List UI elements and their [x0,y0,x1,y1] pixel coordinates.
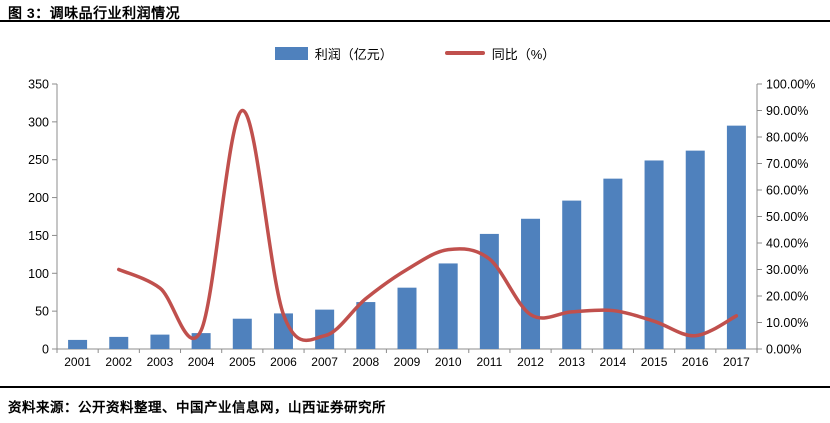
right-axis-tick-label: 30.00% [766,263,808,277]
profit-bar-2015 [644,160,664,349]
x-axis-category-label: 2008 [352,355,379,369]
x-axis-category-label: 2015 [641,355,668,369]
x-axis-category-label: 2014 [600,355,627,369]
left-axis-tick-label: 300 [28,115,49,129]
right-axis-tick-label: 60.00% [766,184,808,198]
x-axis-category-label: 2001 [64,355,91,369]
profit-bar-2013 [562,200,582,349]
profit-bar-2017 [726,125,746,349]
x-axis-category-label: 2011 [476,355,502,369]
chart: 350 300 250 200 150 100 50 0 100.00% 90.00% 80.00%… [0,26,830,386]
left-axis-tick-label: 200 [28,191,49,205]
right-axis-tick-label: 40.00% [766,237,808,251]
profit-bar-2011 [479,233,499,349]
x-axis-category-label: 2004 [188,355,215,369]
right-axis-tick-label: 20.00% [766,290,808,304]
right-axis-tick-label: 70.00% [766,157,808,171]
x-axis-category-label: 2006 [270,355,297,369]
profit-bar-2004 [191,333,211,349]
legend-yoy-label: 同比（%） [491,46,556,62]
x-axis-category-label: 2005 [229,355,256,369]
yoy-line-swatch-icon [444,51,485,55]
right-axis-tick-label: 90.00% [766,104,808,118]
right-axis-tick-label: 80.00% [766,131,808,145]
legend-item-yoy: 同比（%） [444,44,556,63]
profit-bar-2009 [397,287,417,349]
figure-title-text: 图 3：调味品行业利润情况 [8,5,181,21]
x-axis-category-label: 2009 [394,355,421,369]
profit-bar-2003 [150,334,170,349]
profit-bar-2016 [685,150,705,349]
left-axis-tick-label: 0 [42,343,49,357]
profit-bar-2008 [356,302,376,349]
left-axis-tick-label: 100 [28,267,49,281]
left-axis-tick-label: 50 [35,305,49,319]
x-axis-category-label: 2016 [682,355,709,369]
source-note: 资料来源：公开资料整理、中国产业信息网，山西证券研究所 [8,400,386,415]
axis-labels: 350 300 250 200 150 100 50 0 100.00% 90.00% 80.00%… [28,78,815,370]
x-axis-category-label: 2010 [435,355,462,369]
right-axis-tick-label: 50.00% [766,210,808,224]
profit-bar-2001 [68,339,88,349]
legend-item-profit: 利润（亿元） [274,44,393,63]
left-axis-tick-label: 350 [28,78,49,92]
profit-bar-2002 [109,336,129,349]
profit-bar-swatch-icon [274,46,308,60]
x-axis-category-label: 2013 [558,355,585,369]
figure-title: 图 3：调味品行业利润情况 [0,0,830,22]
profit-bar-2012 [521,218,541,349]
profit-bar-2007 [315,309,335,349]
footer-divider [0,386,830,388]
left-axis-tick-label: 250 [28,153,49,167]
profit-bar-2014 [603,178,623,349]
right-axis-tick-label: 0.00% [766,343,801,357]
right-axis-tick-label: 100.00% [766,78,815,92]
x-axis-category-label: 2007 [311,355,338,369]
x-axis-category-label: 2002 [105,355,132,369]
bars [68,125,746,349]
yoy-line-path [117,108,739,343]
profit-bar-2005 [232,318,252,349]
profit-bar-2010 [438,263,458,349]
legend-profit-label: 利润（亿元） [314,46,393,62]
right-axis-tick-label: 10.00% [766,316,808,330]
chart-legend: 利润（亿元） 同比（%） [0,44,830,62]
left-axis-tick-label: 150 [28,229,49,243]
chart-svg: 350 300 250 200 150 100 50 0 100.00% 90.00% 80.00%… [28,78,815,370]
x-axis-category-label: 2017 [723,355,750,369]
x-axis-category-label: 2012 [517,355,544,369]
yoy-line [117,108,739,343]
x-axis-category-label: 2003 [147,355,174,369]
